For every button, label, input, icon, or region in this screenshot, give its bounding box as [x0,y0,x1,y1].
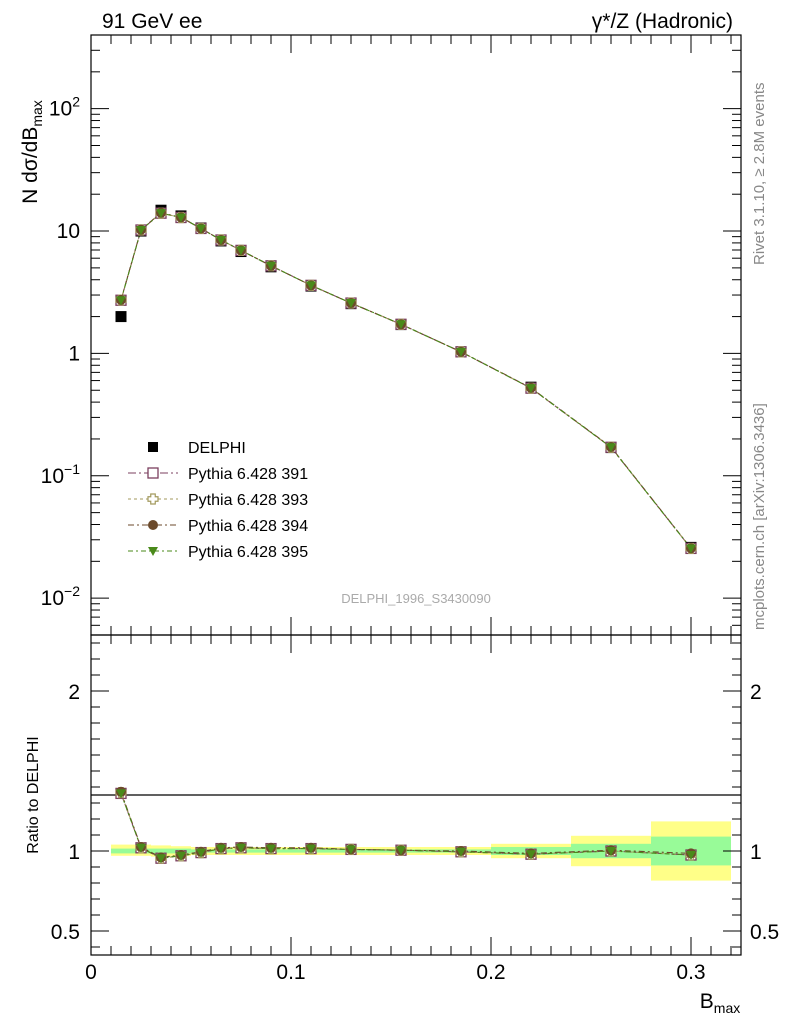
main-point-p395 [196,224,206,234]
ratio-point-p395 [116,789,126,799]
main-y-tick-exp: 2 [72,94,80,110]
main-point-p395 [456,347,466,357]
legend-label: DELPHI [188,440,246,457]
header-left: 91 GeV ee [102,10,202,33]
x-tick-label: 0.3 [676,961,705,984]
main-y-tick-label: 10−2 [41,583,81,610]
ratio-y-ticks: 0.5 0.5 1 1 2 2 [51,642,779,948]
ratio-point-p395 [216,844,226,854]
data-point-delphi [115,311,127,323]
ratio-y-tick-label-left: 1 [68,841,80,864]
main-point-p395 [136,225,146,235]
ratio-frame [90,634,742,956]
main-x-ticks [90,35,732,635]
x-axis-label: Bmax [700,990,740,1016]
main-point-p395 [606,443,616,453]
main-y-tick-exp: −1 [64,461,80,477]
main-series-points [115,204,697,555]
ratio-point-p395 [606,847,616,856]
mcplots-label: mcplots.cern.ch [arXiv:1306.3436] [751,403,768,630]
main-point-p395 [306,281,316,291]
ratio-point-p395 [236,843,246,853]
x-tick-label: 0.2 [476,961,505,984]
main-y-label-text: N dσ/dB [19,127,42,204]
main-y-tick-label: 102 [49,94,80,121]
ratio-y-tick-label-right: 2 [750,681,762,704]
main-point-p395 [396,320,406,330]
ratio-point-p395 [306,844,316,854]
header-right: γ*/Z (Hadronic) [592,10,733,33]
main-y-tick-exp: −2 [64,583,80,599]
main-point-p395 [116,296,126,306]
ratio-point-p395 [456,847,466,857]
ratio-point-p395 [526,850,536,860]
main-y-tick-label: 1 [68,342,80,365]
x-label-sub: max [714,1000,740,1016]
main-y-tick-base: 1 [68,342,80,365]
legend-marker [147,493,159,505]
main-point-p395 [346,299,356,309]
main-point-p395 [526,384,536,394]
ratio-point-p395 [396,846,406,856]
ratio-y-tick-label-right: 0.5 [750,921,779,944]
ratio-series-points [115,786,697,864]
x-tick-label: 0.1 [276,961,305,984]
ratio-point-p395 [156,854,166,864]
main-point-p395 [216,235,226,245]
legend-label: Pythia 6.428 391 [188,466,308,483]
ratio-point-p395 [346,845,356,855]
watermark: DELPHI_1996_S3430090 [341,591,491,606]
main-point-p395 [156,209,166,219]
x-tick-label: 0 [85,961,97,984]
main-y-tick-base: 10 [41,465,64,488]
rivet-label: Rivet 3.1.10, ≥ 2.8M events [751,83,768,266]
main-y-tick-base: 10 [49,98,72,121]
main-y-tick-base: 10 [57,220,80,243]
ratio-y-tick-label-right: 1 [750,841,762,864]
ratio-y-tick-label-left: 0.5 [51,921,80,944]
main-y-label-sub: max [29,100,45,126]
main-point-p395 [266,261,276,271]
main-point-p395 [236,246,246,256]
legend-label: Pythia 6.428 395 [188,544,308,561]
legend-label: Pythia 6.428 393 [188,492,308,509]
legend-marker [148,520,158,530]
ratio-y-tick-label-left: 2 [68,681,80,704]
ratio-point-p395 [686,851,696,860]
main-y-tick-label: 10 [57,220,80,243]
legend: DELPHI Pythia 6.428 391 Pythia 6.428 393 Py… [128,440,308,561]
legend-marker [148,547,158,556]
legend-marker [147,467,159,479]
ratio-point-p395 [266,844,276,854]
main-point-p395 [686,544,696,554]
ratio-point-p395 [176,851,186,861]
legend-marker [148,442,158,452]
ratio-panel: 0.5 0.5 1 1 2 2 0 0.1 0.2 0.3 [51,634,779,984]
main-y-tick-label: 10−1 [41,461,81,488]
x-label-text: B [700,990,714,1013]
ratio-point-p395 [136,843,146,853]
ratio-band-inner [151,848,171,854]
ratio-x-ticks: 0 0.1 0.2 0.3 [85,635,732,984]
legend-label: Pythia 6.428 394 [188,518,308,535]
main-point-p395 [176,213,186,223]
main-y-tick-base: 10 [41,587,64,610]
ratio-y-axis-label: Ratio to DELPHI [25,736,42,853]
ratio-point-p395 [196,848,206,858]
ratio-band-inner [111,848,131,854]
main-y-axis-label: N dσ/dBmax [19,100,45,204]
